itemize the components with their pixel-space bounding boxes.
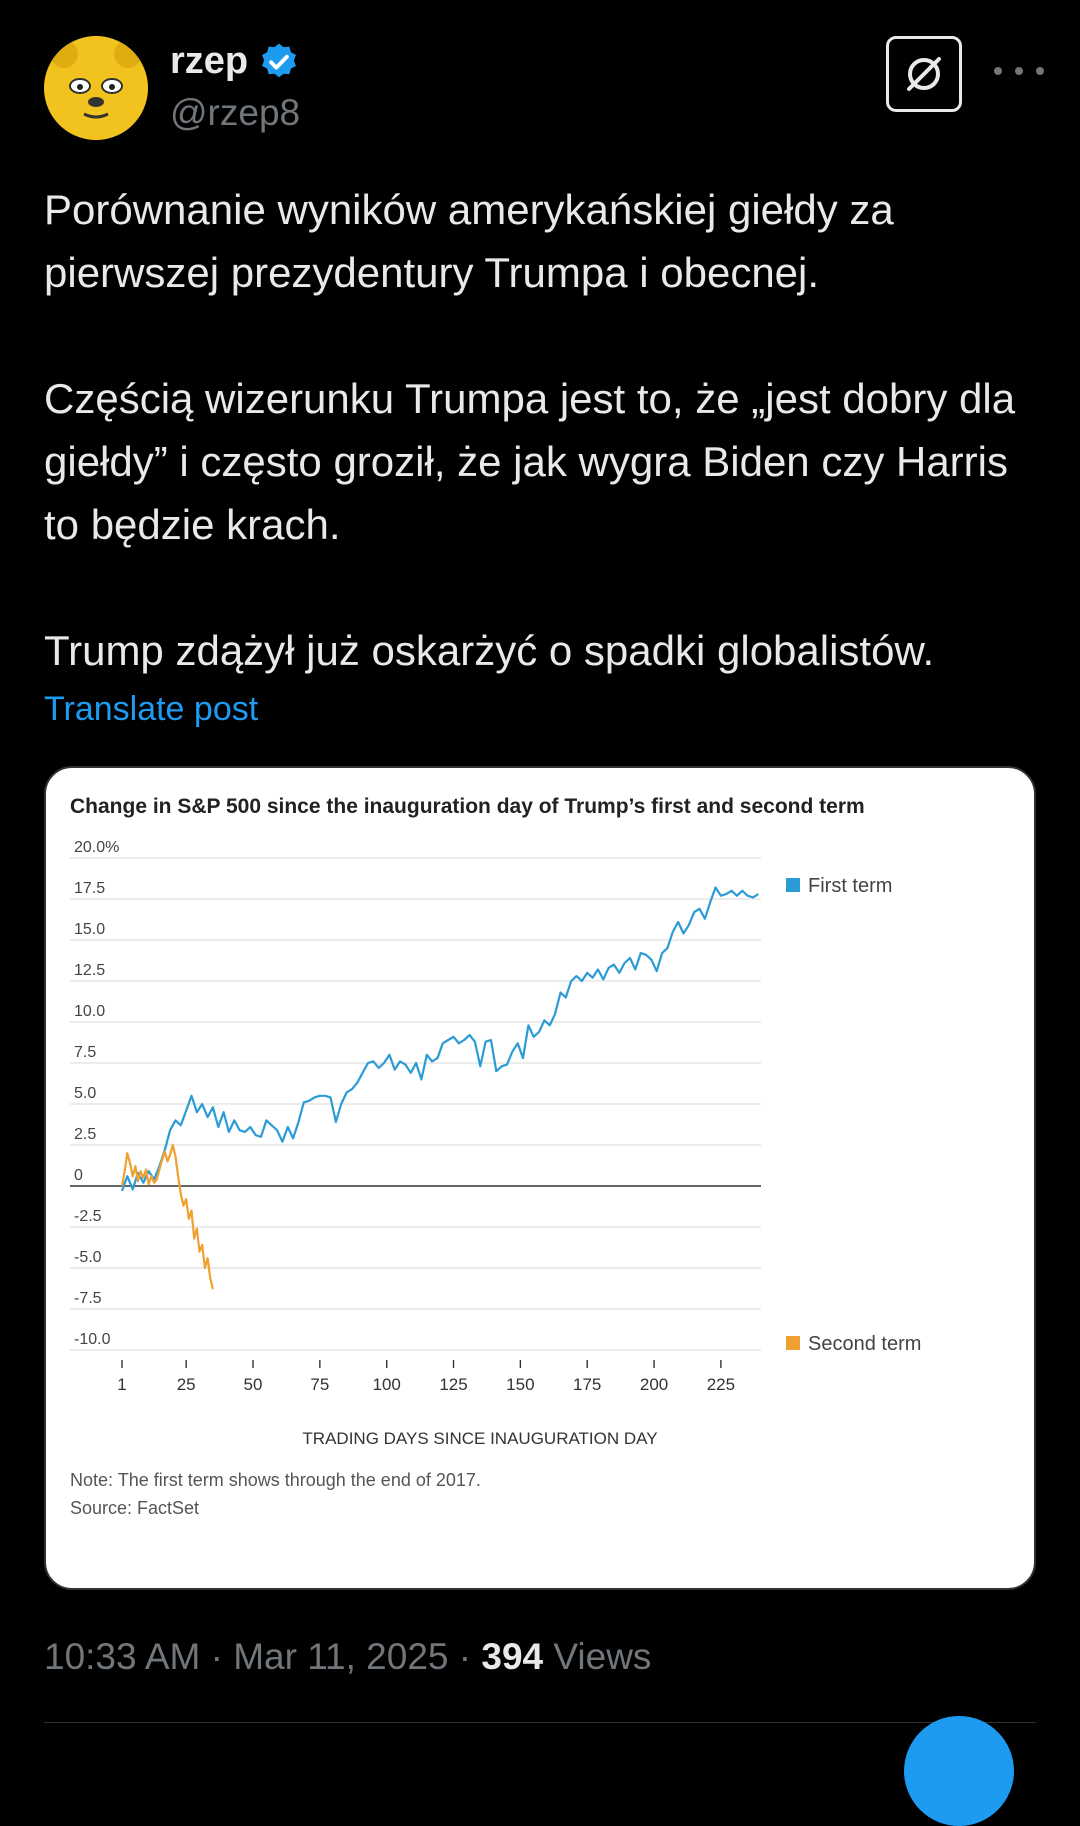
y-tick-label: 10.0 xyxy=(74,1003,105,1020)
chart-source: Source: FactSet xyxy=(70,1498,199,1518)
dot xyxy=(994,67,1002,75)
views-count: 394 xyxy=(481,1636,544,1677)
x-tick-label: 75 xyxy=(310,1375,329,1394)
legend-swatch xyxy=(786,878,800,892)
x-tick-label: 150 xyxy=(506,1375,534,1394)
y-tick-label: -2.5 xyxy=(74,1208,102,1225)
series-line xyxy=(120,1143,214,1290)
x-tick-label: 225 xyxy=(707,1375,735,1394)
bear-avatar-icon[interactable] xyxy=(44,36,148,140)
post-image-chart[interactable]: Change in S&P 500 since the inauguration… xyxy=(44,766,1036,1590)
x-tick-label: 25 xyxy=(177,1375,196,1394)
y-tick-label: 15.0 xyxy=(74,921,105,938)
name-row: rzep xyxy=(170,40,300,83)
post-text: Porównanie wyników amerykańskiej giełdy … xyxy=(44,178,1044,682)
grok-button[interactable] xyxy=(886,36,962,112)
chart: Change in S&P 500 since the inauguration… xyxy=(70,795,921,1518)
series-line xyxy=(120,886,759,1192)
display-name[interactable]: rzep xyxy=(170,40,249,82)
post-paragraph: Porównanie wyników amerykańskiej giełdy … xyxy=(44,186,894,296)
y-tick-label: 5.0 xyxy=(74,1085,96,1102)
verified-badge-icon[interactable] xyxy=(258,41,300,83)
y-tick-label: 7.5 xyxy=(74,1044,96,1061)
x-tick-label: 1 xyxy=(117,1375,126,1394)
x-tick-label: 50 xyxy=(244,1375,263,1394)
grok-icon xyxy=(907,57,941,91)
legend-label: First term xyxy=(808,875,892,897)
y-tick-label: 0 xyxy=(74,1167,83,1184)
divider xyxy=(44,1722,1036,1723)
legend-swatch xyxy=(786,1336,800,1350)
x-tick-label: 125 xyxy=(439,1375,467,1394)
x-axis-label: TRADING DAYS SINCE INAUGURATION DAY xyxy=(302,1429,657,1448)
post-paragraph: Częścią wizerunku Trumpa jest to, że „je… xyxy=(44,375,1016,548)
dot xyxy=(1036,67,1044,75)
dot xyxy=(1015,67,1023,75)
translate-post-link[interactable]: Translate post xyxy=(44,690,259,728)
y-tick-label: 20.0% xyxy=(74,839,119,856)
y-tick-label: -7.5 xyxy=(74,1290,102,1307)
post-paragraph: Trump zdążył już oskarżyć o spadki globa… xyxy=(44,627,935,674)
y-tick-label: 12.5 xyxy=(74,962,105,979)
y-tick-label: -10.0 xyxy=(74,1331,111,1348)
post-header: rzep @rzep8 xyxy=(44,36,1044,146)
user-handle[interactable]: @rzep8 xyxy=(170,92,301,133)
post-meta: 10:33 AM · Mar 11, 2025 · 394 Views xyxy=(44,1636,651,1678)
y-tick-label: 2.5 xyxy=(74,1126,96,1143)
y-tick-label: 17.5 xyxy=(74,880,105,897)
post-timestamp[interactable]: 10:33 AM · Mar 11, 2025 · xyxy=(44,1636,482,1677)
chart-note: Note: The first term shows through the e… xyxy=(70,1470,481,1490)
views-label: Views xyxy=(543,1636,652,1677)
x-tick-label: 200 xyxy=(640,1375,668,1394)
more-dots-icon[interactable] xyxy=(994,56,1044,86)
legend-label: Second term xyxy=(808,1333,921,1355)
x-tick-label: 100 xyxy=(373,1375,401,1394)
x-tick-label: 175 xyxy=(573,1375,601,1394)
y-tick-label: -5.0 xyxy=(74,1249,102,1266)
chart-title: Change in S&P 500 since the inauguration… xyxy=(70,795,865,818)
